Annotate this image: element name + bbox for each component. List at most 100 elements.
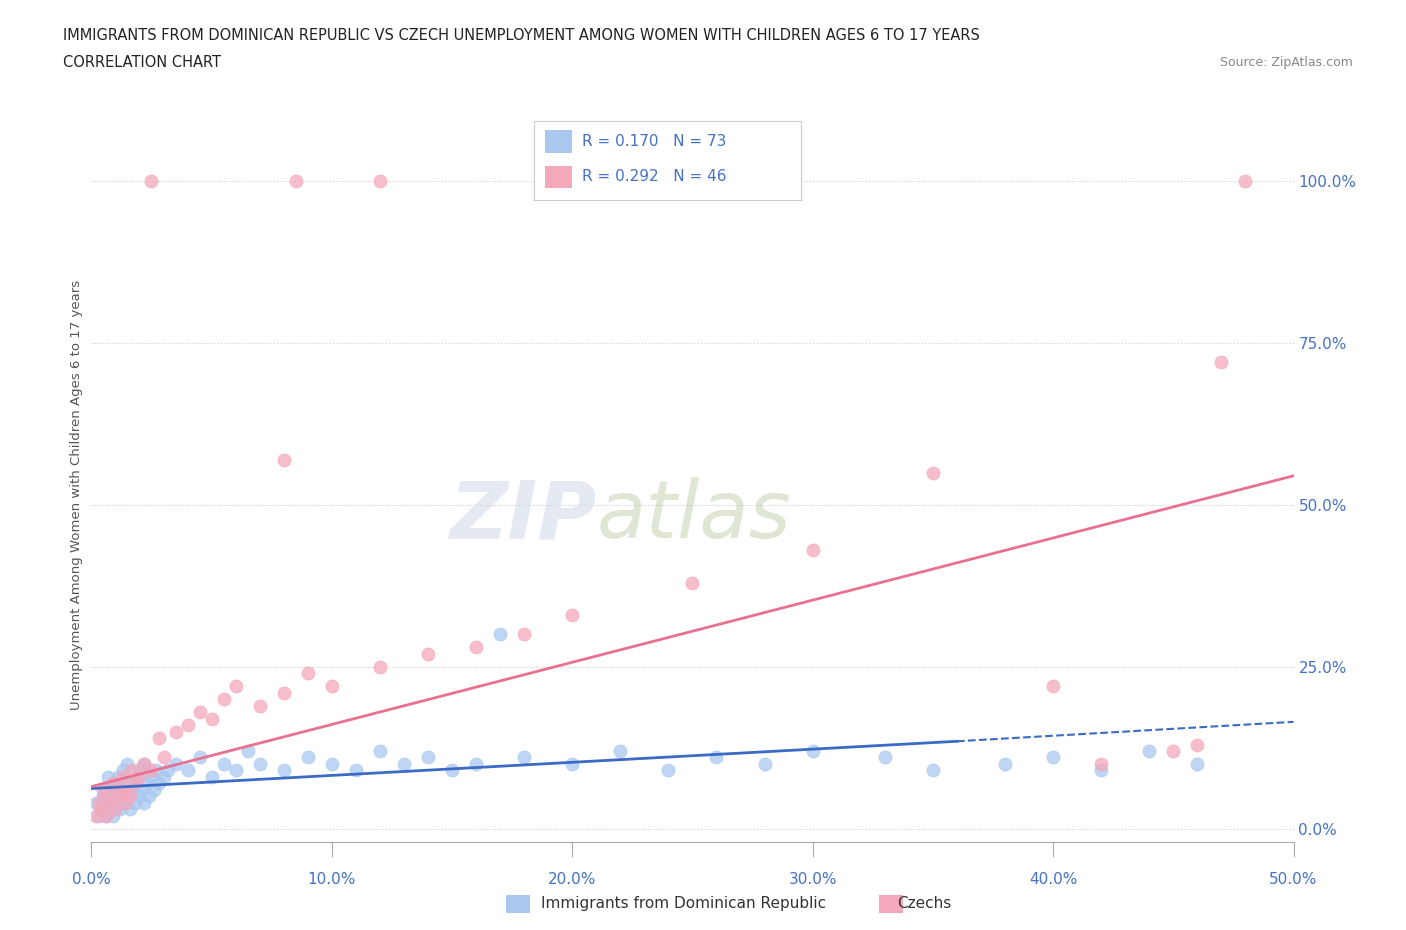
Point [1090, 763, 1112, 777]
Point [134, 756, 156, 771]
Point [87, 795, 110, 810]
Point [321, 679, 343, 694]
Point [101, 789, 124, 804]
Text: 30.0%: 30.0% [789, 872, 837, 887]
Point [124, 776, 146, 790]
Point [110, 782, 132, 797]
Text: ZIP: ZIP [449, 477, 596, 555]
Point [344, 763, 367, 777]
Point [392, 756, 415, 771]
Point [107, 769, 129, 784]
Point [513, 750, 536, 764]
Point [114, 795, 136, 810]
Point [134, 756, 156, 771]
Text: CORRELATION CHART: CORRELATION CHART [63, 55, 221, 70]
Point [416, 750, 439, 764]
Point [465, 756, 488, 771]
Point [152, 769, 174, 784]
Point [201, 769, 224, 784]
Point [176, 718, 198, 733]
Point [368, 744, 391, 759]
Y-axis label: Unemployment Among Women with Children Ages 6 to 17 years: Unemployment Among Women with Children A… [70, 280, 83, 711]
Point [101, 776, 124, 790]
Point [273, 685, 295, 700]
Point [90, 802, 112, 817]
Point [273, 452, 295, 467]
Point [124, 795, 146, 810]
Point [225, 763, 247, 777]
Point [135, 776, 157, 790]
Point [97, 795, 120, 810]
Point [754, 756, 776, 771]
Point [1042, 750, 1064, 764]
Point [922, 465, 945, 480]
Point [121, 763, 143, 777]
Point [117, 782, 139, 797]
Point [273, 763, 295, 777]
Point [141, 769, 163, 784]
Point [706, 750, 728, 764]
Point [107, 795, 129, 810]
Point [609, 744, 631, 759]
Point [100, 802, 122, 817]
Point [94, 808, 117, 823]
Point [1137, 744, 1160, 759]
Bar [546, 166, 572, 188]
Point [225, 679, 247, 694]
Text: 50.0%: 50.0% [1270, 872, 1317, 887]
Point [368, 659, 391, 674]
Point [165, 756, 187, 771]
Point [321, 756, 343, 771]
Point [110, 789, 132, 804]
Text: Source: ZipAtlas.com: Source: ZipAtlas.com [1219, 56, 1353, 69]
Point [681, 575, 703, 590]
Text: IMMIGRANTS FROM DOMINICAN REPUBLIC VS CZECH UNEMPLOYMENT AMONG WOMEN WITH CHILDR: IMMIGRANTS FROM DOMINICAN REPUBLIC VS CZ… [63, 28, 980, 43]
Point [125, 769, 148, 784]
Point [212, 692, 235, 707]
Point [801, 543, 824, 558]
Point [157, 763, 180, 777]
Point [104, 802, 127, 817]
Point [994, 756, 1017, 771]
Point [145, 763, 167, 777]
Point [93, 782, 115, 797]
Point [118, 802, 141, 817]
Point [188, 750, 211, 764]
Point [201, 711, 224, 726]
Text: Immigrants from Dominican Republic: Immigrants from Dominican Republic [541, 897, 827, 911]
Point [118, 776, 141, 790]
Point [141, 763, 163, 777]
Point [152, 750, 174, 764]
Point [117, 756, 139, 771]
Point [87, 808, 110, 823]
Point [922, 763, 945, 777]
Point [94, 782, 117, 797]
Point [118, 789, 141, 804]
Point [111, 769, 134, 784]
Point [148, 731, 170, 746]
Point [249, 698, 271, 713]
Point [165, 724, 187, 739]
Text: Czechs: Czechs [897, 897, 952, 911]
Point [1211, 355, 1233, 370]
Text: R = 0.170   N = 73: R = 0.170 N = 73 [582, 134, 727, 149]
Text: 40.0%: 40.0% [1029, 872, 1077, 887]
Point [513, 627, 536, 642]
Point [416, 646, 439, 661]
Point [128, 763, 150, 777]
Text: 10.0%: 10.0% [308, 872, 356, 887]
Point [90, 802, 112, 817]
Point [114, 795, 136, 810]
Point [188, 705, 211, 720]
Text: 0.0%: 0.0% [72, 872, 111, 887]
Point [1187, 737, 1209, 752]
Point [297, 666, 319, 681]
Point [873, 750, 896, 764]
Point [111, 789, 134, 804]
Point [117, 789, 139, 804]
Point [489, 627, 512, 642]
Point [93, 789, 115, 804]
Point [128, 769, 150, 784]
Point [121, 782, 143, 797]
Point [176, 763, 198, 777]
